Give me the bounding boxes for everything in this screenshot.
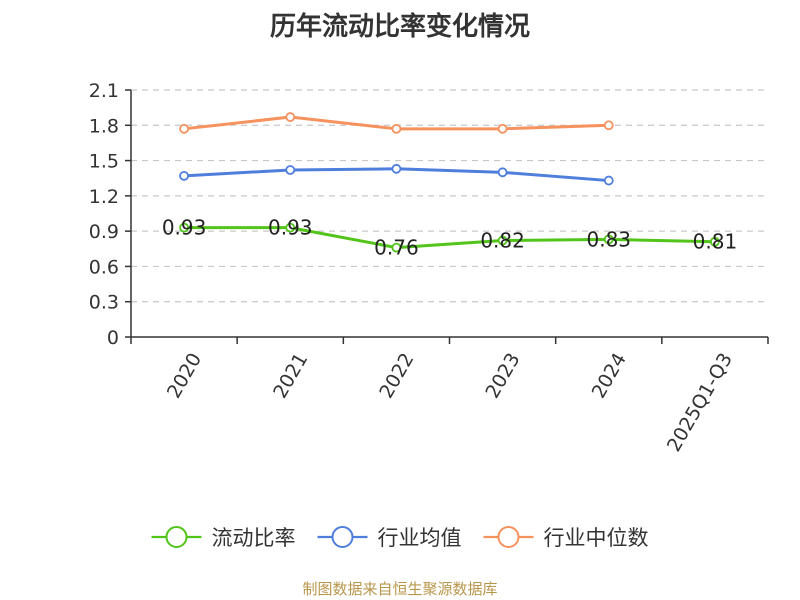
y-tick-label: 0 bbox=[107, 327, 119, 349]
data-point bbox=[391, 123, 402, 134]
data-point bbox=[497, 167, 508, 178]
y-tick-label: 0.6 bbox=[89, 256, 119, 278]
legend-item[interactable]: 流动比率 bbox=[151, 526, 296, 550]
x-tick-label: 2023 bbox=[481, 349, 524, 402]
x-tick-label: 2020 bbox=[163, 349, 206, 402]
data-point bbox=[179, 222, 189, 233]
data-label: 0.93 bbox=[162, 216, 207, 240]
legend-marker bbox=[165, 526, 188, 548]
data-point bbox=[603, 175, 614, 186]
y-tick-label: 0.9 bbox=[89, 221, 119, 243]
legend-marker bbox=[497, 526, 520, 548]
series-line bbox=[184, 226, 715, 250]
x-tick-label: 2022 bbox=[375, 349, 418, 402]
legend-item[interactable]: 行业均值 bbox=[317, 526, 462, 550]
legend: 流动比率 行业均值 行业中位数 bbox=[151, 526, 649, 550]
source-note: 制图数据来自恒生聚源数据库 bbox=[302, 580, 498, 598]
legend-label: 行业中位数 bbox=[544, 526, 649, 550]
x-tick-label: 2024 bbox=[588, 349, 631, 402]
y-tick-label: 2.1 bbox=[89, 80, 119, 102]
data-point bbox=[391, 163, 402, 174]
data-point bbox=[285, 112, 296, 122]
series bbox=[179, 112, 720, 253]
data-point bbox=[603, 234, 614, 245]
legend-label: 行业均值 bbox=[378, 526, 462, 550]
grid-lines bbox=[131, 89, 768, 303]
data-label: 0.81 bbox=[693, 230, 738, 254]
x-tick-label: 2025Q1-Q3 bbox=[663, 349, 737, 455]
data-labels: 0.93 0.93 0.76 0.82 0.83 0.81 bbox=[162, 216, 737, 260]
chart-title: 历年流动比率变化情况 bbox=[269, 12, 530, 42]
y-tick-label: 0.3 bbox=[89, 292, 119, 314]
legend-marker bbox=[331, 526, 354, 548]
data-label: 0.83 bbox=[586, 227, 631, 251]
data-point bbox=[710, 236, 720, 247]
y-tick-label: 1.5 bbox=[89, 151, 119, 173]
data-point bbox=[179, 170, 189, 181]
data-point bbox=[497, 123, 508, 134]
data-point bbox=[179, 123, 189, 134]
data-point bbox=[497, 235, 508, 246]
data-label: 0.76 bbox=[374, 236, 419, 260]
x-tick-label: 2021 bbox=[269, 349, 312, 402]
data-point bbox=[391, 242, 402, 253]
legend-label: 流动比率 bbox=[212, 526, 296, 550]
data-point bbox=[285, 222, 296, 233]
y-tick-label: 1.8 bbox=[89, 115, 119, 137]
data-label: 0.93 bbox=[268, 216, 313, 240]
data-point bbox=[285, 165, 296, 175]
axes: 0 0.3 0.6 0.9 1.2 1.5 1.8 2.1 2020 2021 2022 2023 20… bbox=[89, 80, 769, 456]
y-tick-label: 1.2 bbox=[89, 186, 119, 208]
data-point bbox=[603, 120, 614, 131]
data-label: 0.82 bbox=[480, 229, 525, 253]
legend-item[interactable]: 行业中位数 bbox=[483, 526, 649, 550]
